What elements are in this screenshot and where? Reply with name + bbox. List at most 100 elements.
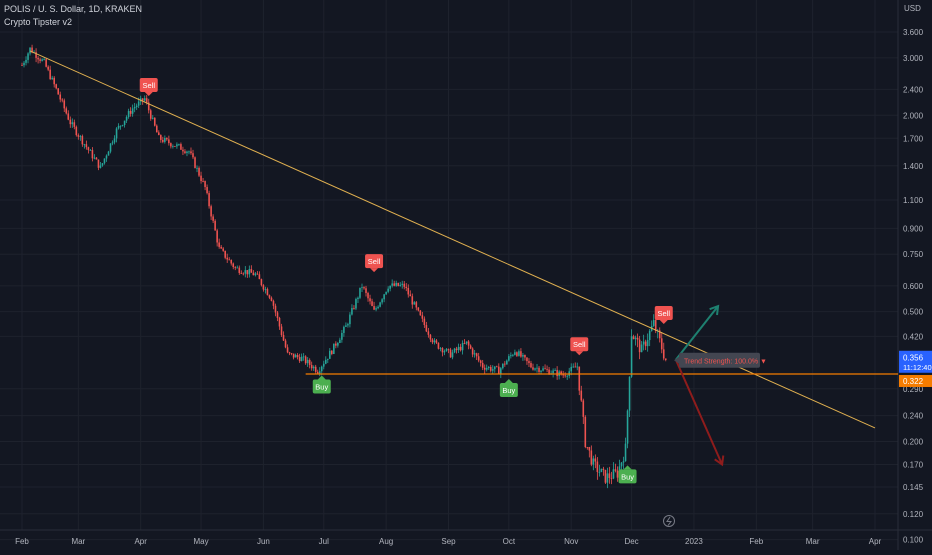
forecast-up-arrow-head xyxy=(709,304,720,316)
candle-body xyxy=(202,180,204,182)
candle-body xyxy=(214,220,216,231)
candle-body xyxy=(365,288,367,293)
candle-body xyxy=(123,120,126,125)
candle-body xyxy=(552,370,554,374)
candle-body xyxy=(111,142,114,144)
candle-body xyxy=(190,151,192,154)
candle-body xyxy=(662,349,665,359)
candle-body xyxy=(415,302,418,308)
candle-body xyxy=(540,370,542,372)
candle-body xyxy=(262,285,265,290)
candle-body xyxy=(528,361,530,364)
candle-body xyxy=(566,375,568,377)
candle-body xyxy=(506,360,508,365)
candle-body xyxy=(196,167,198,169)
buy-signal[interactable] xyxy=(618,469,637,484)
candle-body xyxy=(95,157,98,160)
candle-body xyxy=(658,330,661,339)
candle-body xyxy=(53,77,55,85)
candle-body xyxy=(147,102,150,111)
candle-body xyxy=(504,363,506,365)
candle-body xyxy=(75,126,78,136)
sell-signal[interactable] xyxy=(365,254,384,269)
price-tick-label: 1.400 xyxy=(903,162,924,171)
candle-body xyxy=(413,302,416,305)
time-tick-label: Jun xyxy=(257,537,270,546)
candle-body xyxy=(473,353,476,355)
time-tick-label: Dec xyxy=(624,537,638,546)
indicator-name[interactable]: Crypto Tipster v2 xyxy=(4,17,73,27)
candle-body xyxy=(244,270,247,274)
candle-body xyxy=(576,366,579,368)
candle-body xyxy=(188,151,190,153)
candle-body xyxy=(326,358,329,360)
sell-signal[interactable] xyxy=(654,306,673,321)
candle-body xyxy=(387,288,389,292)
candle-body xyxy=(234,267,237,268)
candle-body xyxy=(204,181,206,188)
candle-body xyxy=(632,336,635,340)
candle-body xyxy=(600,468,603,472)
candle-body xyxy=(129,110,132,114)
candle-body xyxy=(578,366,581,391)
candle-body xyxy=(660,338,663,350)
lightning-icon-bolt xyxy=(666,516,672,526)
candle-body xyxy=(162,139,164,142)
buy-signal-label: Buy xyxy=(502,386,515,395)
candle-body xyxy=(141,98,144,101)
candle-body xyxy=(168,139,170,144)
candle-body xyxy=(23,62,25,66)
candle-body xyxy=(514,352,516,355)
buy-signal[interactable] xyxy=(312,379,331,394)
price-tick-label: 2.400 xyxy=(903,85,924,94)
candle-body xyxy=(71,122,74,125)
lightning-icon[interactable] xyxy=(663,515,675,527)
candle-body xyxy=(628,376,631,411)
candle-body xyxy=(508,356,510,361)
candle-body xyxy=(280,326,283,335)
candle-body xyxy=(389,285,391,289)
candle-body xyxy=(135,105,138,108)
candle-body xyxy=(491,369,494,371)
candle-body xyxy=(184,151,186,153)
candle-body xyxy=(580,390,583,401)
sell-signal-label: Sell xyxy=(573,340,586,349)
symbol-title[interactable]: POLIS / U. S. Dollar, 1D, KRAKEN xyxy=(4,4,143,14)
sell-signal-pointer xyxy=(370,268,379,273)
sell-signal[interactable] xyxy=(570,337,589,352)
price-tick-label: 0.145 xyxy=(903,483,924,492)
candle-body xyxy=(445,348,448,352)
candle-body xyxy=(620,462,623,467)
candle-body xyxy=(226,257,229,260)
buy-signal[interactable] xyxy=(499,382,518,397)
sell-signal[interactable] xyxy=(139,78,158,93)
candle-body xyxy=(638,339,641,353)
candle-body xyxy=(453,348,456,353)
candle-body xyxy=(361,287,363,288)
candle-body xyxy=(560,371,562,375)
candle-body xyxy=(174,146,176,147)
forecast-up-arrow xyxy=(675,305,719,361)
candle-body xyxy=(596,461,599,473)
candle-body xyxy=(51,77,53,80)
candle-body xyxy=(85,144,88,148)
candle-body xyxy=(536,367,538,369)
candle-body xyxy=(353,308,355,309)
candle-body xyxy=(642,341,645,345)
candle-body xyxy=(272,300,275,306)
candle-body xyxy=(290,353,293,355)
candle-body xyxy=(463,343,466,344)
candle-body xyxy=(646,340,649,347)
candle-body xyxy=(532,367,534,370)
forecast-down-arrow-head xyxy=(714,455,725,467)
candle-body xyxy=(467,341,470,346)
candle-body xyxy=(254,273,257,276)
candle-body xyxy=(479,360,482,363)
candle-body xyxy=(180,144,182,150)
sell-signal-pointer xyxy=(659,320,668,325)
candle-body xyxy=(312,366,315,369)
candle-body xyxy=(55,84,58,89)
buy-signal-pointer xyxy=(317,375,326,380)
